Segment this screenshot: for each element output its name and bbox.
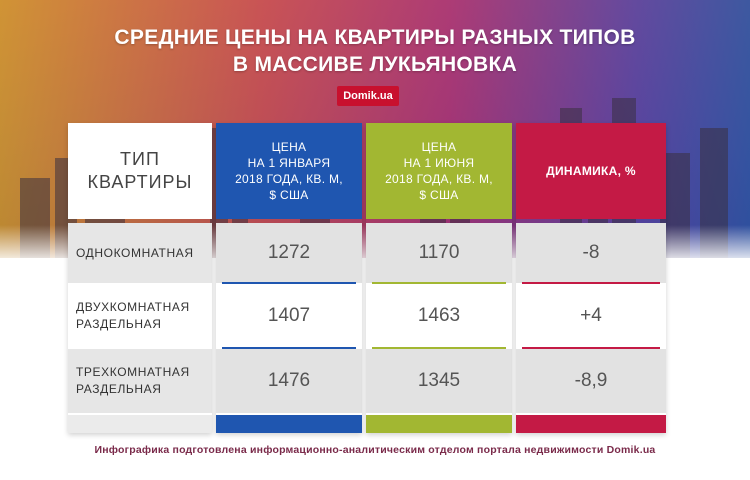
brand-badge: Domik.ua bbox=[337, 86, 399, 106]
june-column-footer bbox=[366, 415, 512, 433]
january-column-footer bbox=[216, 415, 362, 433]
row-2-type: ДВУХКОМНАТНАЯ РАЗДЕЛЬНАЯ bbox=[68, 285, 212, 347]
row-divider bbox=[222, 347, 356, 349]
price-table: ТИП КВАРТИРЫ ОДНОКОМНАТНАЯ ДВУХКОМНАТНАЯ… bbox=[68, 123, 666, 433]
row-2-dynamics: +4 bbox=[516, 285, 666, 347]
title-line-2: В МАССИВЕ ЛУКЬЯНОВКА bbox=[232, 53, 518, 76]
row-divider bbox=[222, 282, 356, 284]
dynamics-column-footer bbox=[516, 415, 666, 433]
row-2-june: 1463 bbox=[366, 285, 512, 347]
title-line-1: СРЕДНИЕ ЦЕНЫ НА КВАРТИРЫ РАЗНЫХ ТИПОВ bbox=[114, 26, 636, 49]
header-type: ТИП КВАРТИРЫ bbox=[68, 123, 212, 219]
row-1-january: 1272 bbox=[216, 223, 362, 283]
page-title: СРЕДНИЕ ЦЕНЫ НА КВАРТИРЫ РАЗНЫХ ТИПОВ В … bbox=[0, 24, 750, 78]
row-2-january: 1407 bbox=[216, 285, 362, 347]
row-1-type: ОДНОКОМНАТНАЯ bbox=[68, 223, 212, 283]
row-1-dynamics: -8 bbox=[516, 223, 666, 283]
header-june-label: ЦЕНА НА 1 ИЮНЯ 2018 ГОДА, КВ. М, $ США bbox=[385, 140, 493, 202]
january-price-column: ЦЕНА НА 1 ЯНВАРЯ 2018 ГОДА, КВ. М, $ США… bbox=[216, 123, 362, 433]
row-divider bbox=[372, 282, 506, 284]
header-june: ЦЕНА НА 1 ИЮНЯ 2018 ГОДА, КВ. М, $ США bbox=[366, 123, 512, 219]
row-divider bbox=[522, 347, 660, 349]
row-3-june: 1345 bbox=[366, 349, 512, 413]
header-type-label: ТИП КВАРТИРЫ bbox=[87, 149, 193, 192]
type-column: ТИП КВАРТИРЫ ОДНОКОМНАТНАЯ ДВУХКОМНАТНАЯ… bbox=[68, 123, 212, 433]
header-january: ЦЕНА НА 1 ЯНВАРЯ 2018 ГОДА, КВ. М, $ США bbox=[216, 123, 362, 219]
row-1-june: 1170 bbox=[366, 223, 512, 283]
row-divider bbox=[522, 282, 660, 284]
june-price-column: ЦЕНА НА 1 ИЮНЯ 2018 ГОДА, КВ. М, $ США 1… bbox=[366, 123, 512, 433]
header-dynamics-label: ДИНАМИКА, % bbox=[546, 164, 636, 178]
type-column-footer bbox=[68, 415, 212, 433]
footer-note: Инфографика подготовлена информационно-а… bbox=[94, 444, 656, 456]
dynamics-column: ДИНАМИКА, % -8 +4 -8,9 bbox=[516, 123, 666, 433]
row-3-dynamics: -8,9 bbox=[516, 349, 666, 413]
header-dynamics: ДИНАМИКА, % bbox=[516, 123, 666, 219]
row-3-type: ТРЕХКОМНАТНАЯ РАЗДЕЛЬНАЯ bbox=[68, 349, 212, 413]
header-january-label: ЦЕНА НА 1 ЯНВАРЯ 2018 ГОДА, КВ. М, $ США bbox=[235, 140, 343, 202]
row-3-january: 1476 bbox=[216, 349, 362, 413]
row-divider bbox=[372, 347, 506, 349]
